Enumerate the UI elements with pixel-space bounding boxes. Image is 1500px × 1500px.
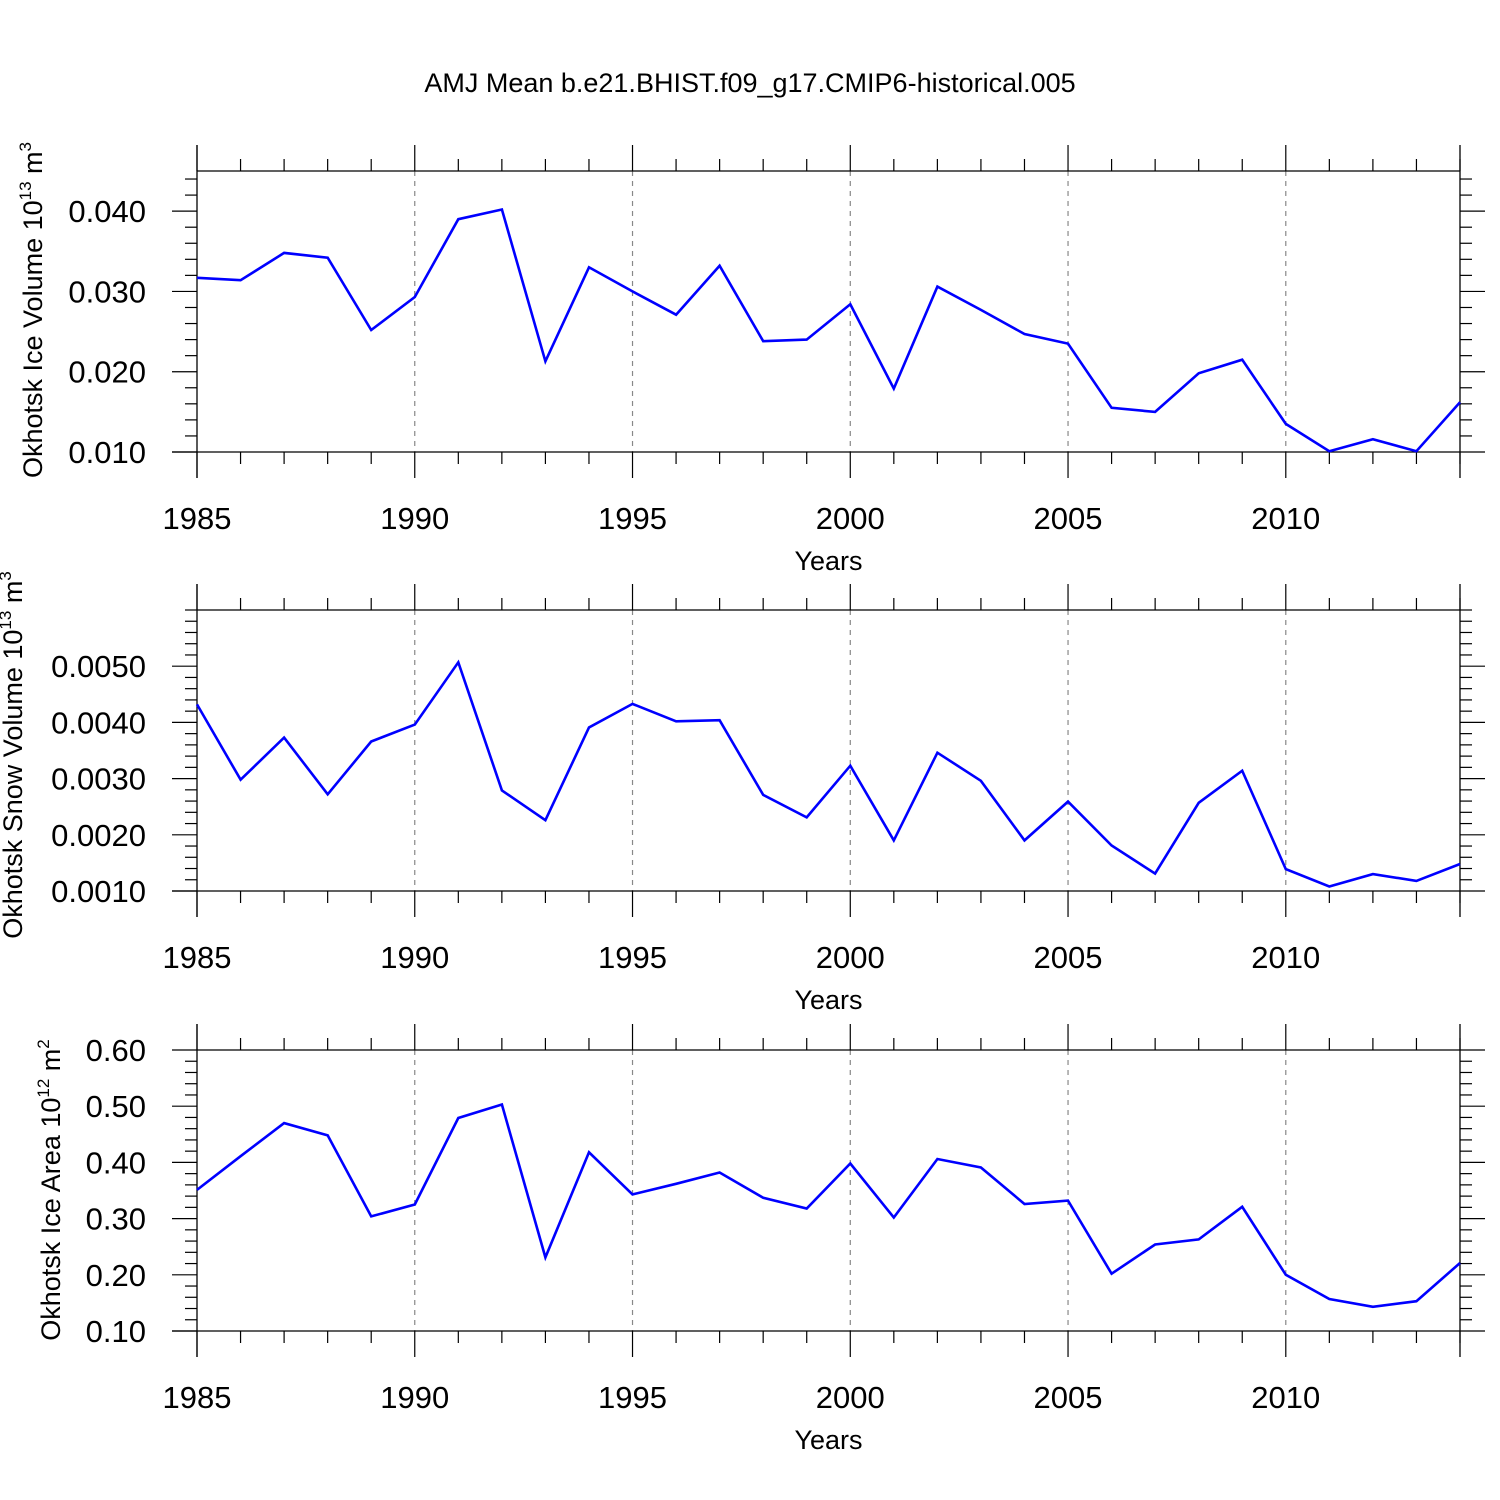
x-tick-label: 1990 bbox=[380, 1380, 449, 1415]
x-axis-label: Years bbox=[794, 985, 862, 1015]
page-title: AMJ Mean b.e21.BHIST.f09_g17.CMIP6-histo… bbox=[424, 68, 1076, 98]
y-tick-label: 0.40 bbox=[86, 1145, 146, 1180]
x-tick-label: 2005 bbox=[1034, 1380, 1103, 1415]
x-tick-label: 2010 bbox=[1251, 1380, 1320, 1415]
x-tick-label: 2000 bbox=[816, 501, 885, 536]
x-tick-label: 2005 bbox=[1034, 940, 1103, 975]
y-tick-label: 0.010 bbox=[68, 435, 146, 470]
y-axis-label: Okhotsk Ice Area 1012 m2 bbox=[34, 1039, 66, 1341]
x-tick-label: 1985 bbox=[163, 501, 232, 536]
y-tick-label: 0.30 bbox=[86, 1202, 146, 1237]
x-tick-label: 1995 bbox=[598, 940, 667, 975]
y-tick-label: 0.10 bbox=[86, 1314, 146, 1349]
x-tick-label: 1985 bbox=[163, 940, 232, 975]
chart-panel-3: 0.10 0.20 0.30 0.40 0.50 0.60 1985 1990 1995 2000… bbox=[34, 1024, 1485, 1455]
x-tick-label: 2000 bbox=[816, 940, 885, 975]
x-axis-label: Years bbox=[794, 546, 862, 576]
y-tick-label: 0.040 bbox=[68, 194, 146, 229]
y-tick-label: 0.0040 bbox=[51, 705, 146, 740]
y-axis-label: Okhotsk Snow Volume 1013 m3 bbox=[0, 571, 28, 939]
x-tick-label: 1985 bbox=[163, 1380, 232, 1415]
y-tick-label: 0.0030 bbox=[51, 762, 146, 797]
x-axis-label: Years bbox=[794, 1425, 862, 1455]
y-tick-label: 0.0010 bbox=[51, 874, 146, 909]
y-tick-label: 0.030 bbox=[68, 274, 146, 309]
x-tick-label: 2005 bbox=[1034, 501, 1103, 536]
y-tick-label: 0.50 bbox=[86, 1089, 146, 1124]
x-tick-label: 1995 bbox=[598, 1380, 667, 1415]
x-tick-label: 2000 bbox=[816, 1380, 885, 1415]
y-tick-label: 0.0050 bbox=[51, 649, 146, 684]
y-tick-label: 0.020 bbox=[68, 355, 146, 390]
series-line bbox=[195, 659, 1461, 888]
y-tick-label: 0.0020 bbox=[51, 818, 146, 853]
x-tick-label: 1990 bbox=[380, 501, 449, 536]
series-line bbox=[196, 207, 1461, 453]
y-axis-label: Okhotsk Ice Volume 1013 m3 bbox=[16, 142, 48, 478]
x-tick-label: 2010 bbox=[1251, 501, 1320, 536]
chart-panel-2: 0.0010 0.0020 0.0030 0.0040 0.0050 1985 1990 19… bbox=[0, 571, 1485, 1015]
y-tick-label: 0.20 bbox=[86, 1258, 146, 1293]
x-tick-label: 1995 bbox=[598, 501, 667, 536]
y-tick-label: 0.60 bbox=[86, 1033, 146, 1068]
series-line bbox=[196, 1102, 1461, 1309]
x-tick-label: 2010 bbox=[1251, 940, 1320, 975]
chart-panel-1: 0.010 0.020 0.030 0.040 1985 1990 1995 2000 2005… bbox=[16, 142, 1485, 576]
x-tick-label: 1990 bbox=[380, 940, 449, 975]
